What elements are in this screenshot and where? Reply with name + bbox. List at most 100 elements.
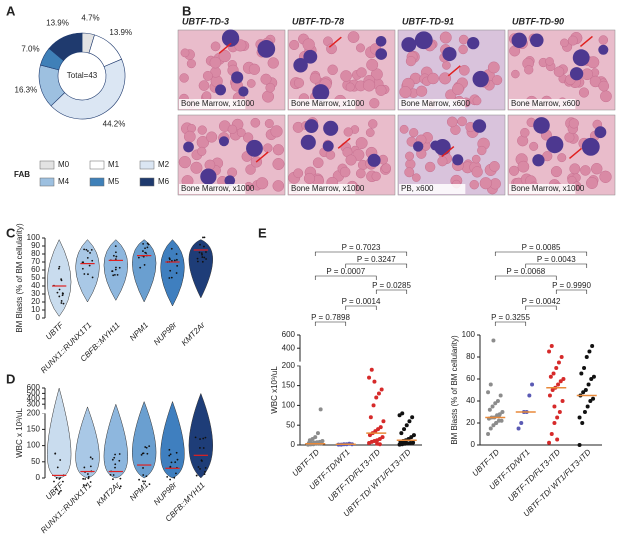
- rbc: [590, 162, 603, 175]
- point: [376, 391, 381, 396]
- point: [368, 415, 373, 420]
- point: [371, 403, 376, 408]
- y-tick-label: 150: [27, 425, 41, 434]
- violin-dot: [173, 259, 176, 262]
- caption: Bone Marrow, x1000: [291, 99, 365, 108]
- violin-dot: [118, 459, 121, 462]
- x-tick-label: NUP98r: [152, 320, 179, 347]
- rbc: [339, 166, 351, 178]
- y-tick-label: 0: [291, 440, 296, 449]
- blast: [467, 36, 480, 50]
- rbc: [303, 172, 316, 185]
- point: [547, 349, 552, 354]
- rbc: [600, 90, 612, 103]
- point: [488, 382, 493, 387]
- violin-dot: [142, 242, 145, 245]
- y-tick-label: 40: [466, 396, 475, 405]
- arrow: [255, 151, 269, 163]
- bracket: [314, 275, 377, 280]
- point: [486, 390, 491, 395]
- rbc: [272, 180, 285, 192]
- legend-swatch: [89, 177, 105, 187]
- violin-dot: [85, 248, 88, 251]
- point: [584, 355, 589, 359]
- blast: [401, 37, 417, 53]
- y-tick-label: 100: [27, 233, 41, 242]
- blast: [300, 134, 316, 150]
- violin-dot: [56, 466, 59, 469]
- violin-dot: [58, 477, 61, 480]
- y-axis-label: WBC x 10³/uL: [15, 408, 24, 458]
- violin-dot: [169, 478, 172, 481]
- arrow: [218, 42, 232, 54]
- y-tick-label: 70: [31, 257, 40, 266]
- blast: [594, 126, 607, 139]
- y-tick-label: 600: [27, 383, 41, 392]
- violin: [188, 239, 213, 299]
- violin-dot: [62, 292, 64, 295]
- bracket: [525, 305, 557, 310]
- rbc: [451, 83, 464, 96]
- rbc: [190, 161, 203, 174]
- caption-bg: [289, 184, 356, 194]
- violin-dot: [205, 258, 207, 260]
- blast: [218, 136, 229, 147]
- rbc: [209, 56, 222, 69]
- point: [377, 442, 382, 447]
- rbc: [204, 159, 216, 171]
- caption-bg: [179, 99, 246, 109]
- violin-dot: [57, 492, 60, 495]
- point: [402, 427, 407, 432]
- violin-dot: [199, 468, 201, 470]
- violin: [160, 239, 185, 307]
- point: [552, 421, 557, 425]
- violin-dot: [175, 272, 178, 274]
- rbc: [365, 128, 375, 138]
- rbc: [457, 116, 467, 127]
- point: [379, 387, 384, 392]
- rbc: [369, 98, 380, 109]
- y-tick-label: 0: [36, 313, 41, 322]
- violin-dot: [169, 269, 172, 272]
- y-tick-label: 500: [27, 389, 41, 398]
- y-tick-label: 20: [31, 297, 40, 306]
- p-value: P = 0.0014: [342, 297, 381, 306]
- point: [556, 360, 561, 365]
- rbc: [265, 82, 276, 93]
- rbc: [557, 153, 567, 163]
- violin-dot: [111, 458, 114, 461]
- violin-dot: [203, 473, 206, 476]
- rbc: [293, 77, 305, 89]
- micrograph: Bone Marrow, x600: [397, 29, 506, 111]
- point: [557, 410, 562, 414]
- blast: [375, 35, 387, 47]
- violin-dot: [90, 248, 93, 251]
- blast: [322, 140, 334, 152]
- point: [487, 407, 492, 412]
- point: [559, 355, 564, 359]
- p-value: P = 0.9990: [552, 281, 591, 290]
- violin-dot: [82, 477, 85, 480]
- point: [552, 404, 557, 409]
- bracket: [555, 289, 588, 294]
- violin: [47, 239, 72, 317]
- p-value: P = 0.3255: [491, 313, 530, 322]
- violin-dot: [198, 251, 201, 254]
- violin-dot: [114, 245, 117, 248]
- x-tick-label: UBTF: [44, 320, 66, 342]
- violin: [75, 406, 100, 479]
- p-value: P = 0.0043: [537, 255, 576, 264]
- micrograph: Bone Marrow, x1000: [177, 29, 286, 111]
- rbc: [202, 70, 213, 81]
- x-tick-label: UBTF-TD/FLT3-ITD: [506, 447, 562, 503]
- blast: [572, 49, 590, 67]
- point: [516, 426, 521, 431]
- rbc: [405, 151, 415, 161]
- value-label: 13.9%: [109, 28, 132, 37]
- violin-dot: [82, 261, 85, 264]
- violin: [188, 392, 213, 479]
- axis-break: [296, 361, 304, 366]
- bracket: [525, 263, 588, 268]
- violin: [132, 400, 157, 479]
- violin-dot: [112, 274, 115, 277]
